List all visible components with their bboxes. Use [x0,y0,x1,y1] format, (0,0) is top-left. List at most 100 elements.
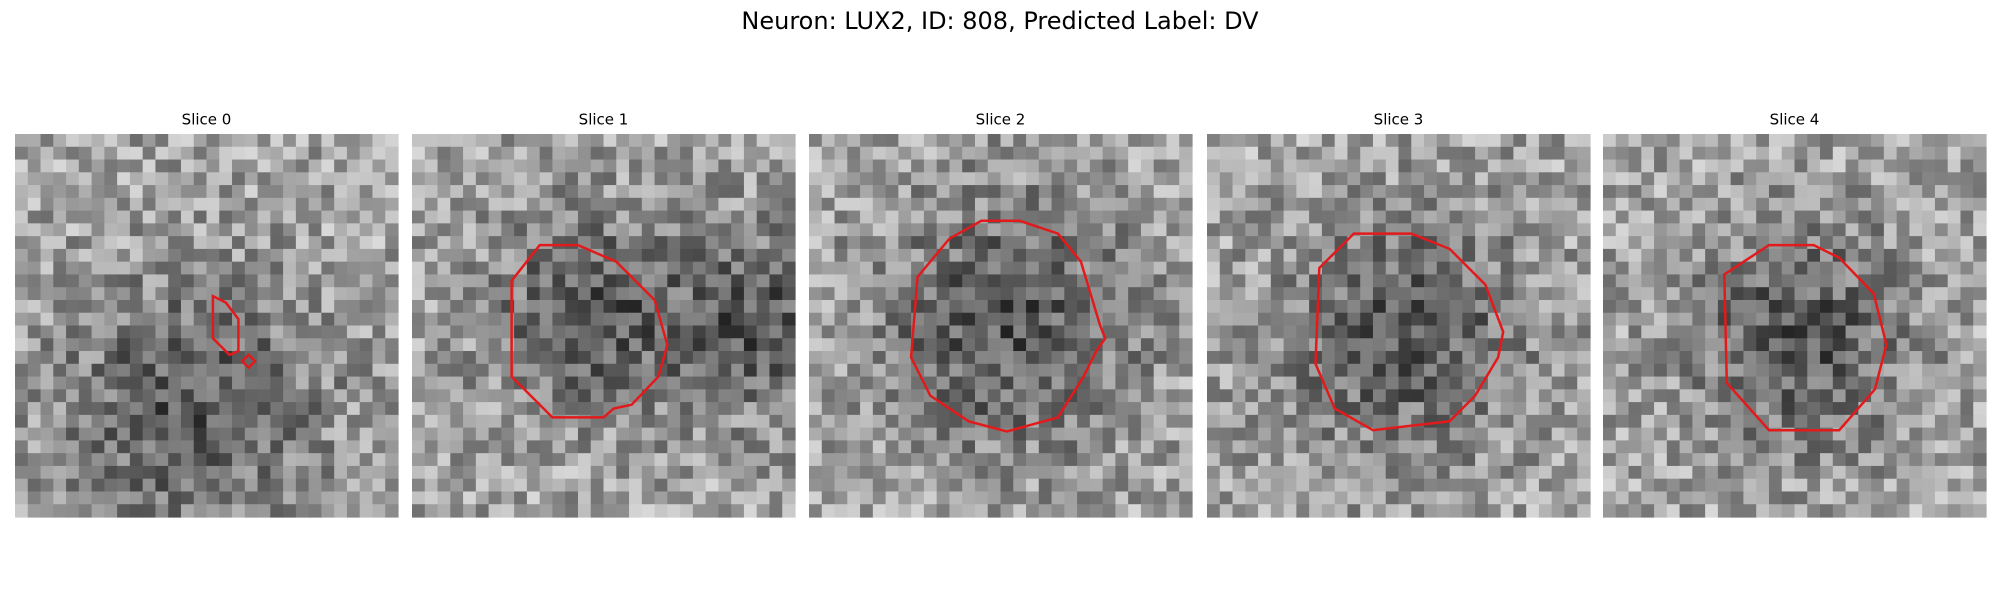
pixel [359,159,374,173]
pixel [1258,389,1272,403]
pixel [1166,338,1180,352]
pixel [577,299,592,314]
pixel [1896,453,1910,467]
pixel [180,338,195,352]
pixel [809,299,823,314]
pixel [1615,338,1630,352]
pixel [1166,376,1180,390]
pixel [1077,197,1091,212]
pixel [692,236,707,250]
pixel [1077,172,1091,186]
pixel [206,197,220,212]
pixel [1679,402,1693,416]
pixel [232,210,246,224]
pixel [463,159,477,173]
pixel [295,274,310,288]
pixel [1871,248,1885,263]
pixel [1000,478,1014,493]
pixel [1577,453,1591,467]
pixel [539,427,554,441]
pixel [1166,389,1180,403]
pixel [1654,274,1668,288]
pixel [475,185,490,199]
pixel [1768,261,1783,276]
pixel [1960,134,1974,148]
pixel [1513,465,1527,480]
pixel [1858,465,1872,480]
pixel [1934,351,1949,365]
pixel [743,478,758,493]
pixel [1436,491,1451,505]
pixel [731,261,745,276]
pixel [1603,414,1617,429]
pixel [539,299,554,314]
pixel [1115,236,1129,250]
pixel [1781,236,1796,250]
pixel [1500,376,1514,390]
pixel [1411,465,1425,480]
pixel [667,414,681,429]
pixel [424,338,439,352]
pixel [257,146,271,161]
pixel [1283,389,1297,403]
pixel [1896,172,1910,186]
pixel [232,453,246,467]
pixel [1781,197,1796,212]
pixel [501,453,515,467]
pixel [1909,402,1923,416]
pixel [526,210,541,224]
pixel [206,261,220,276]
pixel [283,312,297,327]
pixel [1807,248,1821,263]
pixel [1270,134,1285,148]
pixel [1026,159,1040,173]
pixel [1128,134,1142,148]
pixel [1603,376,1617,390]
pixel [923,172,938,186]
pixel [1820,146,1834,161]
pixel [1909,236,1923,250]
pixel [40,287,54,301]
pixel [15,338,29,352]
pixel [1820,440,1834,454]
pixel [1140,376,1155,390]
pixel [1654,389,1668,403]
pixel [40,338,54,352]
pixel [129,414,144,429]
pixel [987,376,1002,390]
pixel [809,427,823,441]
pixel [91,389,105,403]
pixel [1871,414,1885,429]
pixel [1909,363,1923,378]
pixel [1283,159,1297,173]
pixel [1934,325,1949,339]
pixel [641,363,656,378]
pixel [475,299,490,314]
pixel [66,427,80,441]
pixel [1577,261,1591,276]
pixel [1947,261,1962,276]
pixel [872,338,887,352]
pixel [1296,465,1310,480]
pixel [565,325,579,339]
pixel [1628,325,1642,339]
pixel [295,197,310,212]
pixel [1013,134,1027,148]
pixel [1947,185,1962,199]
pixel [1781,402,1796,416]
pixel [1000,402,1014,416]
pixel [1858,287,1872,301]
pixel [117,325,131,339]
pixel [1909,453,1923,467]
pixel [66,363,80,378]
pixel [283,261,297,276]
pixel [1909,134,1923,148]
pixel [78,402,93,416]
pixel [872,197,887,212]
pixel [898,414,912,429]
pixel [1449,146,1463,161]
pixel [1641,274,1655,288]
pixel [1038,363,1053,378]
pixel [1922,146,1936,161]
